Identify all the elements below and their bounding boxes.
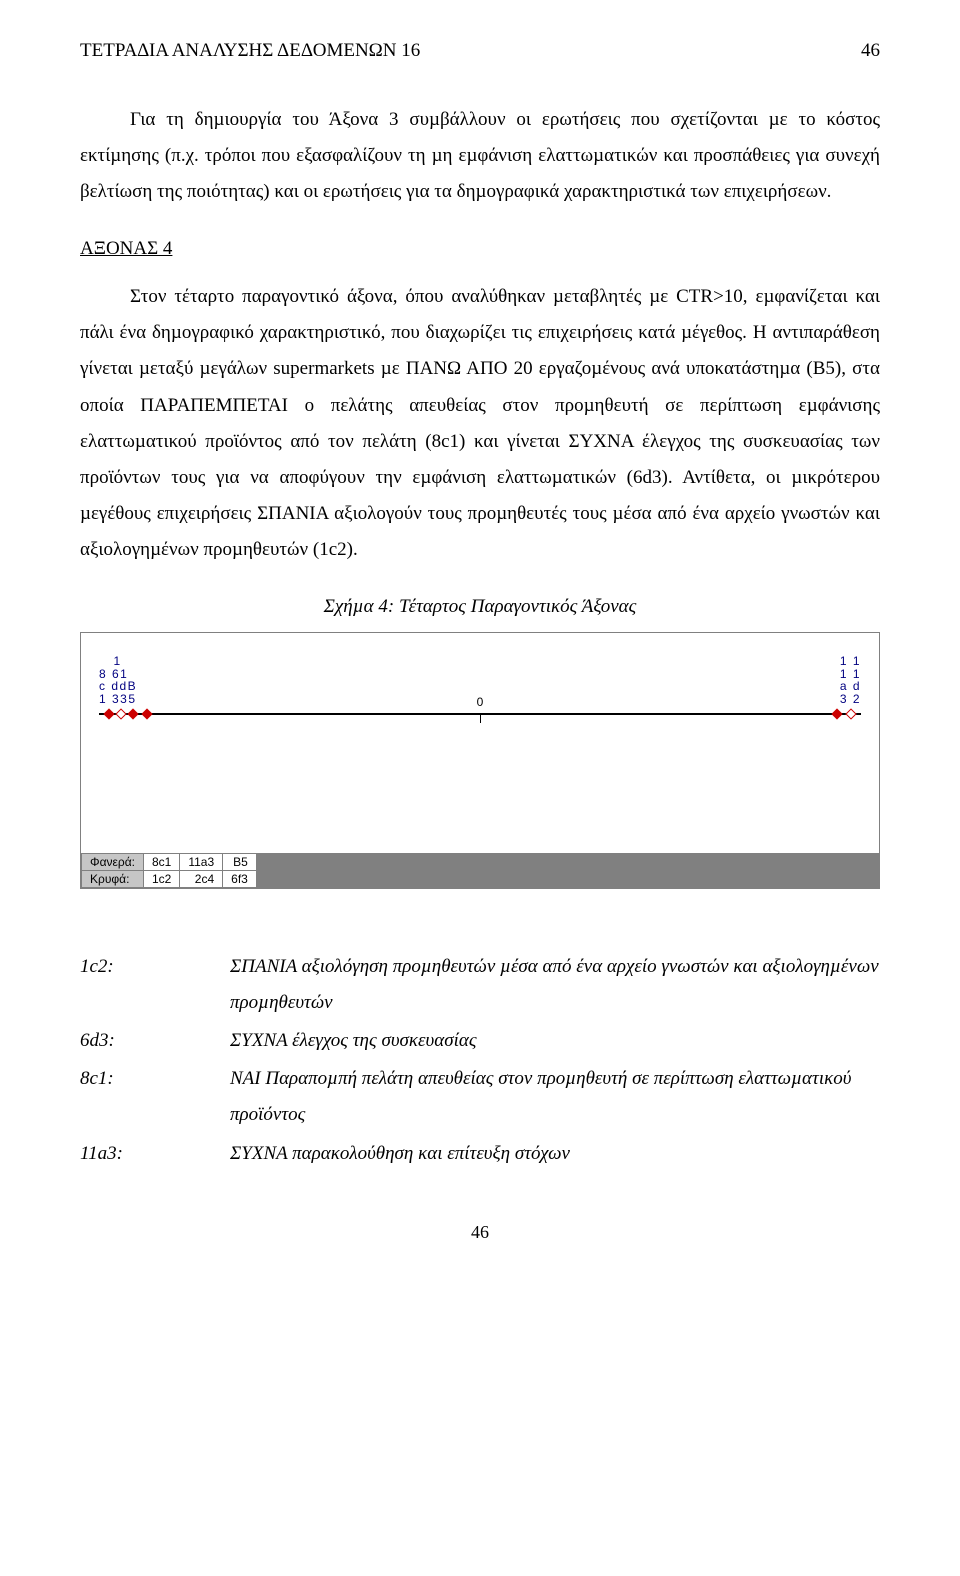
legend-row-visible: Φανερά: 8c1 11a3 B5 [82,854,257,871]
legend-label: Φανερά: [82,854,144,871]
definition-key: 11a3: [80,1136,230,1172]
chart-marker [831,708,842,719]
left-stack-row: c ddB [99,680,137,693]
page-header: ΤΕΤΡΑ∆ΙΑ ΑΝΑΛΥΣΗΣ ΔΕΔΟΜΕΝΩΝ 16 46 [80,40,880,62]
right-stack-row: a d [840,680,861,693]
chart-center-tick [480,713,481,723]
axis4-heading: ΑΞΟΝΑΣ 4 [80,238,880,260]
chart-marker [115,708,126,719]
left-stack-row: 1 [99,655,137,668]
definition-value: ΣΥΧΝΑ παρακολούθηση και επίτευξη στόχων [230,1136,880,1172]
legend-cell: B5 [223,854,257,871]
chart-inner: 1 8 61 c ddB 1 335 1 1 1 1 a d 3 2 0 [81,633,879,853]
definitions-list: 1c2: ΣΠΑΝΙΑ αξιολόγηση προµηθευτών µέσα … [80,949,880,1172]
page-number: 46 [80,1222,880,1243]
definition-row: 1c2: ΣΠΑΝΙΑ αξιολόγηση προµηθευτών µέσα … [80,949,880,1021]
paragraph-intro: Για τη δηµιουργία του Άξονα 3 συµβάλλουν… [80,102,880,210]
legend-cell: 6f3 [223,871,257,888]
document-page: ΤΕΤΡΑ∆ΙΑ ΑΝΑΛΥΣΗΣ ΔΕΔΟΜΕΝΩΝ 16 46 Για τη… [0,0,960,1283]
definition-key: 6d3: [80,1023,230,1059]
legend-cell: 2c4 [180,871,223,888]
definition-key: 1c2: [80,949,230,1021]
chart-right-label-stack: 1 1 1 1 a d 3 2 [840,655,861,705]
chart-legend: Φανερά: 8c1 11a3 B5 Κρυφά: 1c2 2c4 6f3 [81,853,879,888]
definition-row: 6d3: ΣΥΧΝΑ έλεγχος της συσκευασίας [80,1023,880,1059]
legend-cell: 11a3 [180,854,223,871]
legend-table: Φανερά: 8c1 11a3 B5 Κρυφά: 1c2 2c4 6f3 [81,853,257,888]
chart-marker [845,708,856,719]
right-stack-row: 3 2 [840,693,861,706]
header-left: ΤΕΤΡΑ∆ΙΑ ΑΝΑΛΥΣΗΣ ΔΕΔΟΜΕΝΩΝ 16 [80,40,420,62]
legend-cell: 8c1 [143,854,179,871]
definition-value: ΣΥΧΝΑ έλεγχος της συσκευασίας [230,1023,880,1059]
legend-label: Κρυφά: [82,871,144,888]
right-stack-row: 1 1 [840,655,861,668]
chart-marker [141,708,152,719]
figure-caption: Σχήµα 4: Τέταρτος Παραγοντικός Άξονας [80,596,880,618]
left-stack-row: 1 335 [99,693,137,706]
chart-left-label-stack: 1 8 61 c ddB 1 335 [99,655,137,705]
axis4-text: Στον τέταρτο παραγοντικό άξονα, όπου ανα… [80,279,880,568]
definition-row: 8c1: ΝΑΙ Παραποµπή πελάτη απευθείας στον… [80,1061,880,1133]
legend-row-hidden: Κρυφά: 1c2 2c4 6f3 [82,871,257,888]
definition-value: ΣΠΑΝΙΑ αξιολόγηση προµηθευτών µέσα από έ… [230,949,880,1021]
definition-key: 8c1: [80,1061,230,1133]
definition-value: ΝΑΙ Παραποµπή πελάτη απευθείας στον προµ… [230,1061,880,1133]
definition-row: 11a3: ΣΥΧΝΑ παρακολούθηση και επίτευξη σ… [80,1136,880,1172]
legend-cell: 1c2 [143,871,179,888]
chart-marker [127,708,138,719]
header-right: 46 [861,40,880,62]
chart-container: 1 8 61 c ddB 1 335 1 1 1 1 a d 3 2 0 [80,632,880,889]
chart-marker [103,708,114,719]
chart-center-label: 0 [477,695,484,709]
